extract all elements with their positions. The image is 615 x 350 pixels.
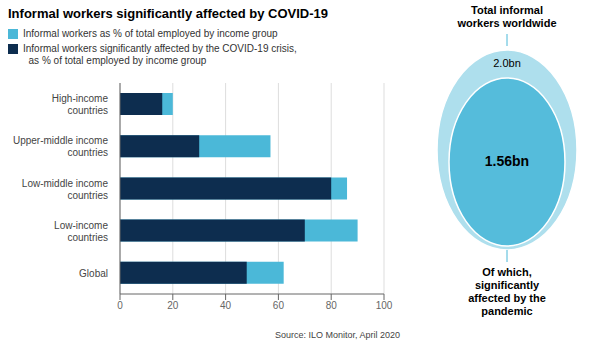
svg-text:80: 80 (326, 300, 338, 311)
svg-text:Upper-middle incomecountries: Upper-middle incomecountries (13, 135, 108, 158)
svg-text:60: 60 (273, 300, 285, 311)
svg-text:Total informalworkers worldwid: Total informalworkers worldwide (456, 4, 556, 29)
html-text:Informal workers significantly: Informal workers significantly affected … (8, 6, 328, 21)
html-text:Informal workers significantly: Informal workers significantly affected … (23, 43, 297, 66)
svg-text:1.56bn: 1.56bn (485, 153, 529, 169)
svg-text:Global: Global (79, 268, 108, 279)
svg-text:Of which,significantlyaffected: Of which,significantlyaffected by thepan… (468, 266, 546, 317)
html-text:Informal workers as % of total: Informal workers as % of total employed … (23, 28, 278, 39)
svg-text:20: 20 (167, 300, 179, 311)
svg-text:High-incomecountries: High-incomecountries (52, 93, 109, 116)
svg-text:Low-incomecountries: Low-incomecountries (54, 220, 108, 243)
svg-text:0: 0 (117, 300, 123, 311)
html-text:Source: ILO Monitor, April 202: Source: ILO Monitor, April 2020 (274, 330, 400, 340)
svg-text:40: 40 (220, 300, 232, 311)
svg-text:Low-middle incomecountries: Low-middle incomecountries (22, 178, 109, 201)
svg-text:100: 100 (376, 300, 393, 311)
svg-text:2.0bn: 2.0bn (493, 57, 521, 69)
